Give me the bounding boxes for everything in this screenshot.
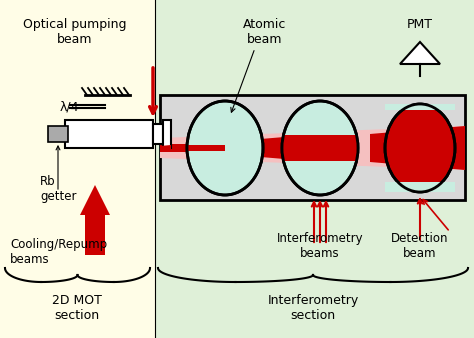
FancyBboxPatch shape [153,124,163,144]
FancyBboxPatch shape [48,126,68,142]
FancyBboxPatch shape [163,120,171,148]
Text: Interferometry
beams: Interferometry beams [277,232,363,260]
Polygon shape [385,182,455,192]
Polygon shape [187,145,225,151]
Polygon shape [160,145,171,151]
Polygon shape [385,104,455,110]
FancyBboxPatch shape [155,0,474,338]
Polygon shape [282,135,358,161]
Text: Interferometry
section: Interferometry section [267,294,359,322]
Ellipse shape [187,101,263,195]
Polygon shape [370,126,465,170]
Text: Detection
beam: Detection beam [391,232,449,260]
Text: 2D MOT
section: 2D MOT section [52,294,102,322]
Text: Rb
getter: Rb getter [40,175,76,203]
FancyBboxPatch shape [0,0,155,338]
Text: λ/4: λ/4 [60,100,80,114]
Polygon shape [160,144,225,152]
FancyBboxPatch shape [85,215,105,255]
Polygon shape [160,126,465,170]
Text: PMT: PMT [407,18,433,31]
Polygon shape [225,134,320,162]
Text: Atomic
beam: Atomic beam [243,18,287,46]
Polygon shape [80,185,110,215]
Text: Cooling/Repump
beams: Cooling/Repump beams [10,238,107,266]
Text: Optical pumping
beam: Optical pumping beam [23,18,127,46]
FancyBboxPatch shape [160,95,465,200]
Ellipse shape [385,104,455,192]
Polygon shape [400,42,440,64]
FancyBboxPatch shape [65,120,153,148]
Ellipse shape [282,101,358,195]
